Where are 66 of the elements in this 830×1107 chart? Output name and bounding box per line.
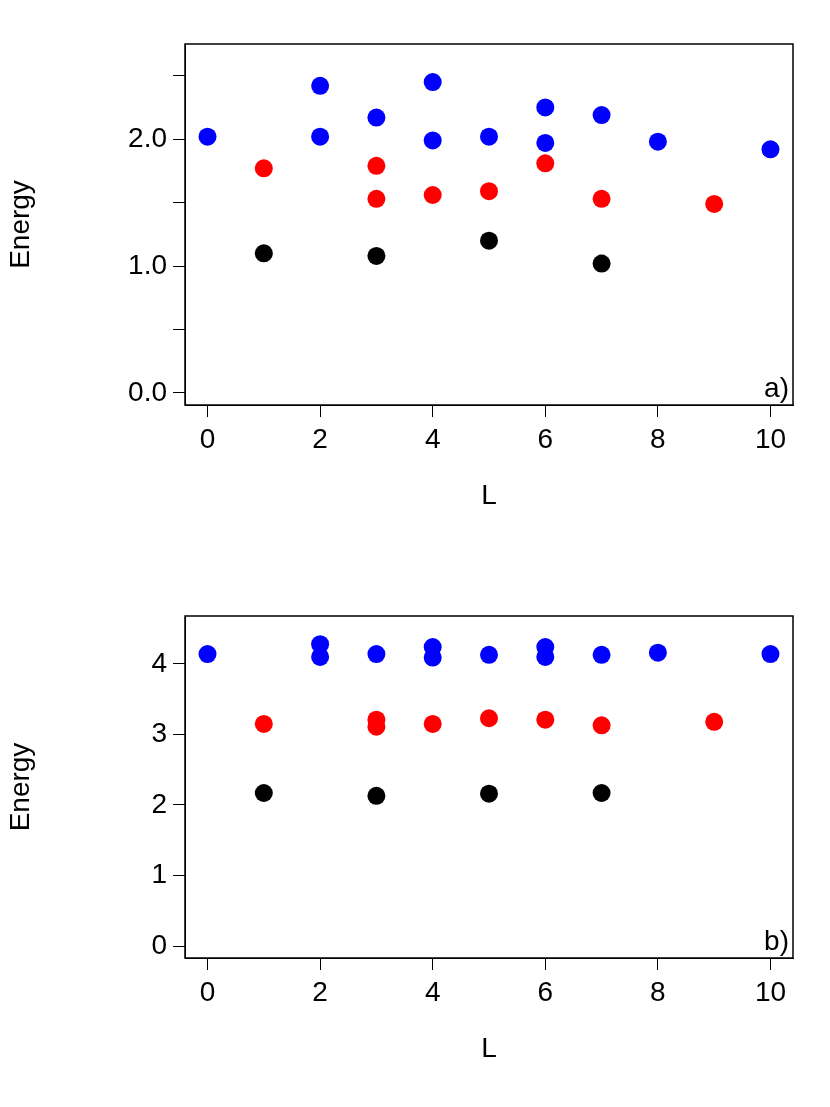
x-tick-label: 4 — [424, 422, 441, 454]
point — [705, 194, 724, 213]
x-tick-label: 2 — [312, 422, 328, 454]
point — [648, 132, 667, 151]
y-axis-title: Energy — [3, 180, 35, 269]
point — [198, 127, 217, 146]
y-axis-title: Energy — [3, 742, 35, 832]
point — [254, 714, 273, 733]
x-tick-label: 8 — [650, 422, 666, 454]
x-tick-label: 4 — [424, 975, 441, 1007]
point — [423, 73, 442, 92]
point — [536, 98, 555, 117]
y-tick-label: 3 — [151, 717, 167, 749]
point — [592, 254, 611, 273]
y-tick-label: 2 — [151, 787, 167, 819]
point — [480, 709, 498, 728]
x-tick-label: 6 — [537, 422, 554, 454]
x-tick-label: 0 — [199, 422, 216, 454]
point — [592, 716, 611, 735]
y-tick-label: 2.0 — [128, 121, 167, 153]
x-tick-label: 0 — [199, 975, 216, 1007]
x-tick-label: 10 — [754, 975, 787, 1007]
point — [254, 244, 273, 263]
point — [367, 246, 386, 265]
x-tick-label: 2 — [312, 975, 328, 1007]
point — [423, 186, 442, 204]
point — [592, 645, 611, 664]
x-axis-title: L — [481, 1031, 497, 1063]
point — [705, 712, 724, 731]
x-tick-label: 6 — [537, 975, 554, 1007]
y-tick-label: 0 — [151, 928, 167, 960]
point — [254, 159, 273, 178]
point — [536, 133, 555, 152]
point — [648, 643, 667, 662]
point — [536, 710, 555, 729]
point — [423, 714, 442, 733]
point — [480, 231, 498, 250]
point — [311, 127, 330, 146]
point — [367, 645, 386, 664]
point — [480, 127, 498, 146]
point — [254, 783, 273, 802]
annotation: a) — [764, 371, 789, 403]
point — [536, 154, 555, 173]
x-tick-label: 8 — [650, 975, 666, 1007]
y-tick-label: 1 — [151, 858, 167, 890]
point — [423, 131, 442, 150]
point — [367, 156, 386, 175]
x-tick-label: 10 — [754, 422, 787, 454]
point — [480, 784, 498, 803]
point — [311, 76, 330, 95]
y-tick-label: 0.0 — [128, 375, 167, 407]
point — [367, 189, 386, 208]
point — [367, 108, 386, 127]
point — [592, 106, 611, 125]
point — [592, 189, 611, 208]
annotation: b) — [764, 924, 789, 956]
point — [480, 645, 498, 664]
point — [592, 783, 611, 802]
y-tick-label: 4 — [151, 646, 167, 678]
point — [480, 182, 498, 201]
x-axis-title: L — [481, 478, 497, 510]
point — [198, 645, 217, 664]
point — [367, 786, 386, 805]
point — [761, 645, 780, 664]
y-tick-label: 1.0 — [128, 248, 167, 280]
point — [761, 140, 780, 159]
